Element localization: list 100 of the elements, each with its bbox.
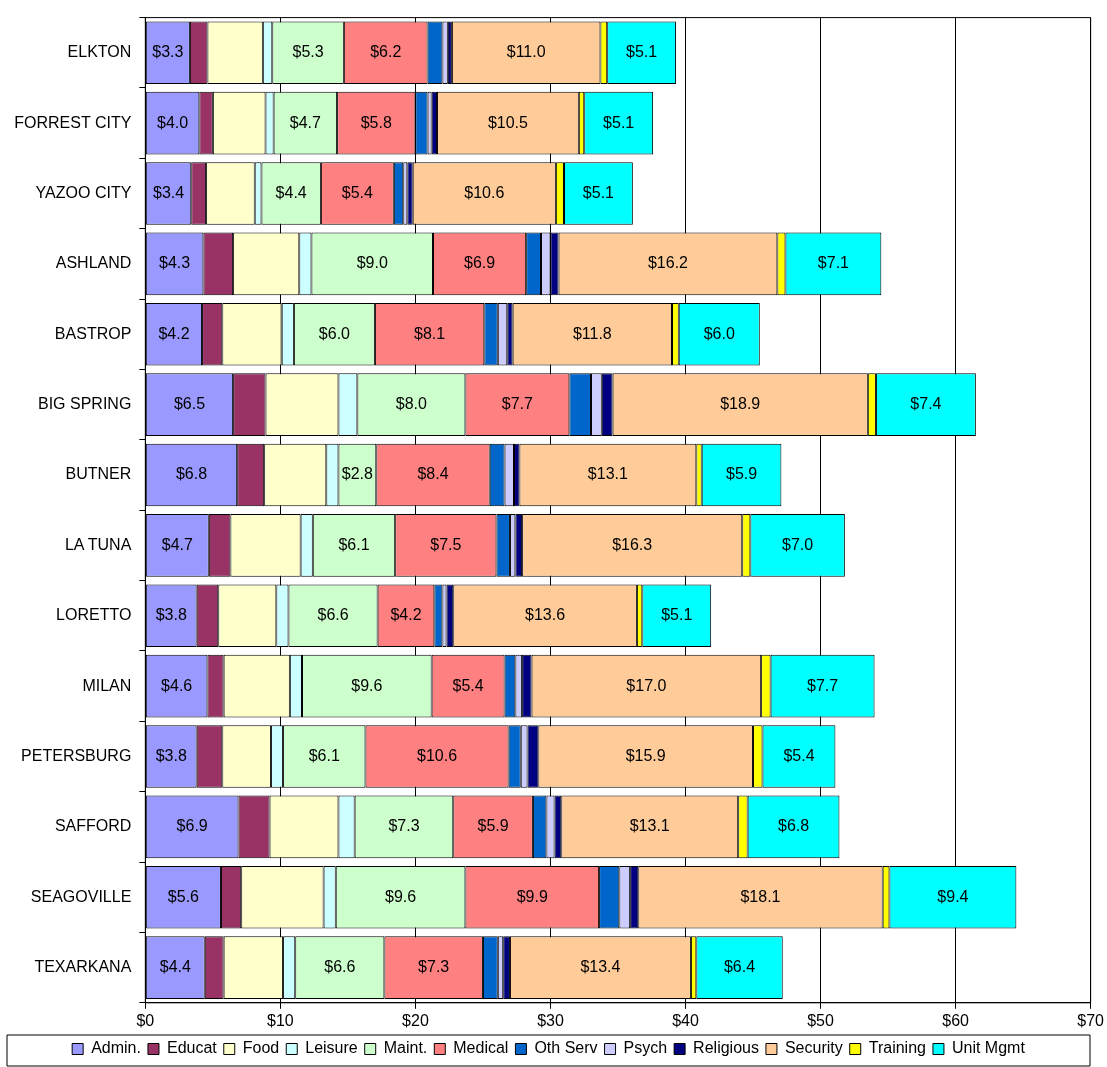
y-tick-label: PETERSBURG (21, 746, 132, 764)
data-label: $4.3 (159, 254, 191, 272)
data-label: $8.4 (417, 465, 449, 483)
data-label: $7.3 (418, 958, 450, 976)
data-label: $8.1 (414, 324, 446, 342)
data-label: $2.8 (341, 465, 374, 483)
data-label: $13.4 (580, 958, 621, 976)
data-label: $6.9 (176, 817, 208, 835)
legend-label: Training (868, 1039, 926, 1057)
legend-label: Security (784, 1039, 843, 1057)
data-label: $7.5 (430, 535, 462, 553)
data-label: $9.9 (516, 887, 548, 905)
data-label: $7.7 (501, 395, 534, 413)
data-label: $4.6 (161, 676, 193, 694)
legend-label: Maint. (383, 1039, 428, 1057)
data-label: $11.8 (572, 324, 612, 342)
legend-label: Food (242, 1039, 280, 1057)
data-label: $5.4 (452, 676, 484, 694)
data-label: $8.0 (395, 395, 428, 413)
data-label: $6.8 (175, 465, 208, 483)
data-label: $3.8 (155, 746, 187, 764)
data-label: $5.9 (725, 465, 758, 483)
data-label: $5.4 (783, 746, 815, 764)
data-label: $13.1 (587, 465, 628, 483)
legend-label: Educat (166, 1039, 218, 1057)
y-tick-label: BUTNER (65, 465, 132, 483)
data-label: $5.6 (167, 887, 200, 905)
y-tick-label: LORETTO (56, 606, 132, 624)
data-label: $6.9 (464, 254, 496, 272)
data-label: $9.6 (351, 676, 383, 694)
data-label: $5.1 (582, 183, 615, 201)
data-label: $5.3 (292, 43, 324, 61)
legend-label: Unit Mgmt (951, 1039, 1026, 1057)
data-label: $3.4 (152, 183, 185, 201)
data-label: $6.2 (370, 43, 402, 61)
data-label: $7.4 (910, 395, 942, 413)
x-tick-label: $0 (136, 1011, 155, 1029)
y-tick-label: LA TUNA (64, 535, 132, 553)
legend-label: Oth Serv (534, 1039, 598, 1057)
data-label: $18.9 (720, 395, 761, 413)
x-tick-label: $40 (672, 1011, 699, 1029)
data-label: $6.8 (777, 817, 810, 835)
data-label: $10.6 (417, 746, 458, 764)
legend-label: Religious (693, 1039, 759, 1057)
y-tick-label: FORREST CITY (14, 113, 132, 131)
data-label: $4.7 (161, 535, 193, 553)
data-label: $13.6 (525, 606, 566, 624)
data-label: $6.6 (317, 606, 349, 624)
data-label: $3.3 (152, 43, 184, 61)
data-label: $5.9 (477, 817, 509, 835)
data-label: $18.1 (740, 887, 781, 905)
data-label: $15.9 (625, 746, 666, 764)
data-label: $4.4 (275, 183, 307, 201)
y-tick-label: ELKTON (67, 43, 132, 61)
x-tick-label: $60 (942, 1011, 970, 1029)
data-label: $4.7 (289, 113, 322, 131)
data-label: $4.2 (390, 606, 422, 624)
data-label: $16.3 (612, 535, 653, 553)
data-label: $4.2 (158, 324, 190, 342)
data-label: $5.1 (661, 606, 693, 624)
data-label: $7.3 (388, 817, 420, 835)
y-tick-label: SAFFORD (54, 817, 132, 835)
data-label: $6.6 (324, 958, 356, 976)
legend-label: Admin. (91, 1039, 141, 1057)
x-tick-label: $20 (402, 1011, 429, 1029)
y-tick-label: BIG SPRING (37, 395, 132, 413)
data-label: $4.0 (157, 113, 189, 131)
x-tick-label: $50 (807, 1011, 835, 1029)
y-tick-label: SEAGOVILLE (30, 887, 132, 905)
x-tick-label: $70 (1077, 1011, 1105, 1029)
data-label: $6.1 (338, 535, 370, 553)
y-tick-label: MILAN (82, 676, 132, 694)
x-tick-label: $10 (267, 1011, 294, 1029)
data-label: $17.0 (626, 676, 667, 694)
data-label: $5.4 (341, 183, 374, 201)
data-label: $7.7 (807, 676, 839, 694)
data-label: $7.1 (817, 254, 850, 272)
y-tick-label: ASHLAND (55, 254, 132, 272)
data-label: $9.6 (385, 887, 417, 905)
data-label: $6.0 (318, 324, 351, 342)
data-label: $4.4 (159, 958, 191, 976)
data-label: $11.0 (506, 43, 546, 61)
data-label: $5.1 (626, 43, 658, 61)
legend-label: Medical (453, 1039, 509, 1057)
data-label: $5.8 (360, 113, 392, 131)
data-label: $6.5 (173, 395, 206, 413)
data-label: $13.1 (629, 817, 670, 835)
data-label: $9.4 (937, 887, 969, 905)
legend-label: Leisure (305, 1039, 358, 1057)
x-tick-label: $30 (537, 1011, 564, 1029)
data-label: $5.1 (603, 113, 635, 131)
y-tick-label: YAZOO CITY (35, 183, 132, 201)
data-label: $9.0 (356, 254, 388, 272)
data-label: $7.0 (782, 535, 814, 553)
data-label: $16.2 (647, 254, 689, 272)
data-label: $10.6 (464, 183, 505, 201)
data-label: $10.5 (487, 113, 529, 131)
data-label: $6.1 (308, 746, 340, 764)
data-label: $6.4 (723, 958, 756, 976)
data-label: $6.0 (703, 324, 735, 342)
